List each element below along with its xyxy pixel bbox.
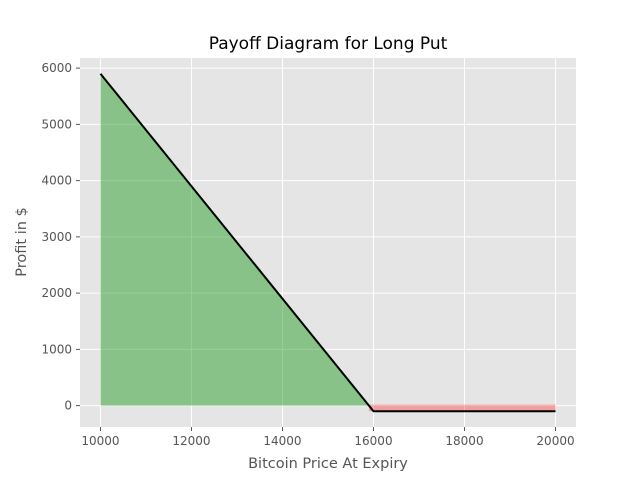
x-tick-label: 14000	[263, 434, 301, 448]
y-axis-ticks: 0 1000 2000 3000 4000 5000 6000	[41, 61, 80, 413]
y-tick-label: 5000	[41, 117, 72, 131]
y-tick-label: 1000	[41, 342, 72, 356]
y-axis-label: Profit in $	[14, 207, 30, 276]
y-tick-label: 3000	[41, 230, 72, 244]
x-tick-label: 18000	[445, 434, 483, 448]
x-tick-label: 12000	[172, 434, 210, 448]
x-axis-ticks: 10000 12000 14000 16000 18000 20000	[81, 427, 574, 448]
y-tick-label: 4000	[41, 174, 72, 188]
chart-title: Payoff Diagram for Long Put	[209, 34, 448, 54]
x-tick-label: 10000	[81, 434, 119, 448]
x-tick-label: 16000	[354, 434, 392, 448]
y-tick-label: 6000	[41, 61, 72, 75]
y-tick-label: 0	[64, 399, 72, 413]
y-tick-label: 2000	[41, 286, 72, 300]
x-tick-label: 20000	[536, 434, 574, 448]
x-axis-label: Bitcoin Price At Expiry	[248, 456, 408, 472]
